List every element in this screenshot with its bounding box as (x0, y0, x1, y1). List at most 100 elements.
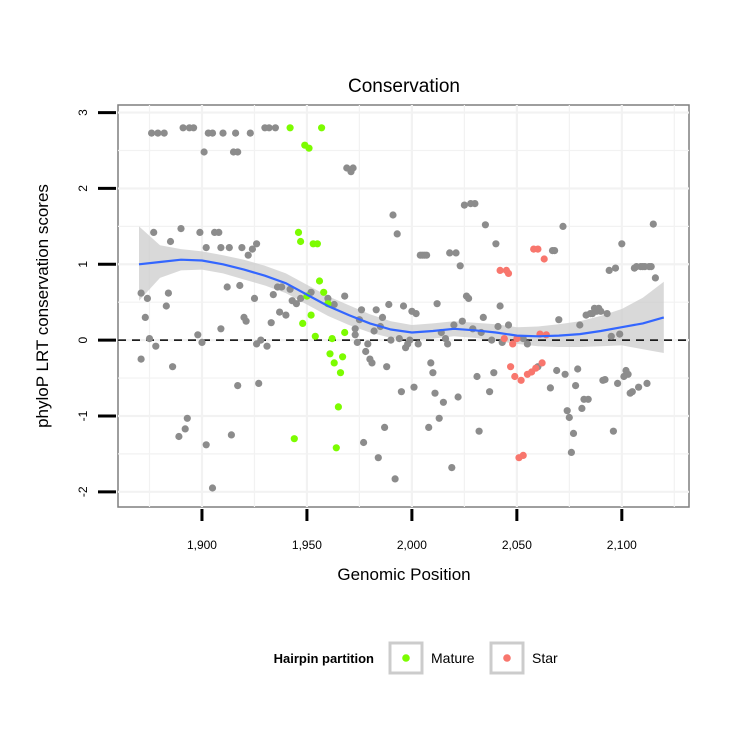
data-point-other (429, 369, 437, 377)
data-point-other (257, 336, 265, 344)
data-point-other (479, 313, 487, 321)
data-point-other (460, 201, 468, 209)
data-point-other (169, 363, 177, 371)
data-point-other (181, 425, 189, 433)
data-point-other (406, 336, 414, 344)
data-point-other (183, 414, 191, 422)
x-tick-label: 2,100 (607, 538, 637, 552)
data-point-other (219, 129, 227, 137)
data-point-other (232, 129, 240, 137)
data-point-other (374, 454, 382, 462)
data-point-star (509, 340, 517, 348)
legend-label-mature: Mature (431, 650, 475, 666)
data-point-other (603, 310, 611, 318)
data-point-other (242, 317, 250, 325)
data-point-other (523, 340, 532, 348)
data-point-other (324, 294, 332, 302)
data-point-other (267, 319, 275, 327)
y-tick-label: 2 (76, 185, 90, 192)
data-point-other (454, 393, 462, 401)
data-point-other (569, 429, 578, 437)
data-point-star (532, 364, 540, 372)
data-point-other (486, 388, 494, 396)
data-point-mature (326, 350, 334, 358)
data-point-other (504, 321, 513, 329)
data-point-other (381, 423, 389, 431)
data-point-other (397, 388, 405, 396)
data-point-other (198, 338, 206, 346)
data-point-other (601, 376, 609, 384)
data-point-star (540, 255, 548, 263)
x-tick-label: 1,950 (292, 538, 322, 552)
data-point-star (500, 335, 508, 343)
data-point-other (217, 325, 225, 333)
data-point-other (609, 427, 618, 435)
data-point-other (166, 237, 175, 246)
data-point-other (618, 240, 626, 248)
data-point-mature (290, 435, 298, 443)
data-point-star (507, 363, 515, 371)
data-point-other (234, 382, 242, 390)
y-axis-label: phyloP LRT conservation scores (33, 184, 52, 428)
data-point-other (200, 148, 208, 156)
data-point-other (341, 292, 349, 300)
data-point-other (643, 379, 651, 387)
data-point-other (481, 221, 489, 229)
data-point-other (292, 300, 300, 308)
data-point-other (563, 407, 571, 415)
y-tick-label: 3 (76, 109, 90, 116)
data-point-other (475, 427, 483, 435)
data-point-other (152, 342, 160, 350)
data-point-other (473, 372, 481, 381)
data-point-other (444, 340, 452, 348)
data-point-other (154, 129, 162, 137)
data-point-other (351, 331, 359, 339)
data-point-other (297, 294, 305, 302)
data-point-star (511, 372, 519, 381)
data-point-other (389, 211, 397, 219)
data-point-other (208, 484, 217, 492)
data-point-other (353, 338, 361, 346)
data-point-other (196, 228, 204, 236)
data-point-other (364, 340, 372, 348)
data-point-other (614, 379, 622, 387)
data-point-star (504, 269, 513, 277)
data-point-mature (297, 237, 305, 246)
points-layer (137, 124, 660, 492)
data-point-mature (286, 124, 294, 132)
data-point-other (190, 124, 198, 132)
data-point-other (360, 438, 368, 447)
data-point-other (278, 283, 286, 291)
data-point-other (465, 294, 473, 302)
data-point-other (456, 262, 464, 270)
chart-title: Conservation (348, 76, 460, 97)
data-point-other (202, 244, 210, 252)
data-point-other (488, 336, 496, 344)
data-point-other (150, 228, 158, 236)
data-point-mature (328, 335, 336, 343)
data-point-other (160, 129, 168, 137)
data-point-other (234, 148, 242, 156)
data-point-other (269, 291, 277, 299)
data-point-other (137, 289, 145, 297)
data-point-other (391, 475, 399, 483)
data-point-other (387, 336, 395, 344)
data-point-mature (330, 359, 338, 367)
data-point-other (194, 331, 202, 339)
data-point-other (162, 302, 170, 310)
data-point-other (496, 302, 504, 310)
data-point-other (565, 413, 573, 422)
data-point-other (202, 441, 210, 449)
data-point-star (496, 266, 504, 274)
data-point-other (227, 431, 235, 439)
grid-lines (118, 105, 689, 507)
data-point-other (217, 244, 225, 252)
x-tick-label: 2,050 (502, 538, 532, 552)
data-point-other (265, 124, 273, 132)
data-point-other (238, 244, 246, 252)
data-point-other (553, 366, 561, 375)
data-point-mature (336, 369, 345, 377)
data-point-other (492, 240, 500, 248)
data-point-other (372, 306, 380, 314)
data-point-other (425, 423, 433, 431)
